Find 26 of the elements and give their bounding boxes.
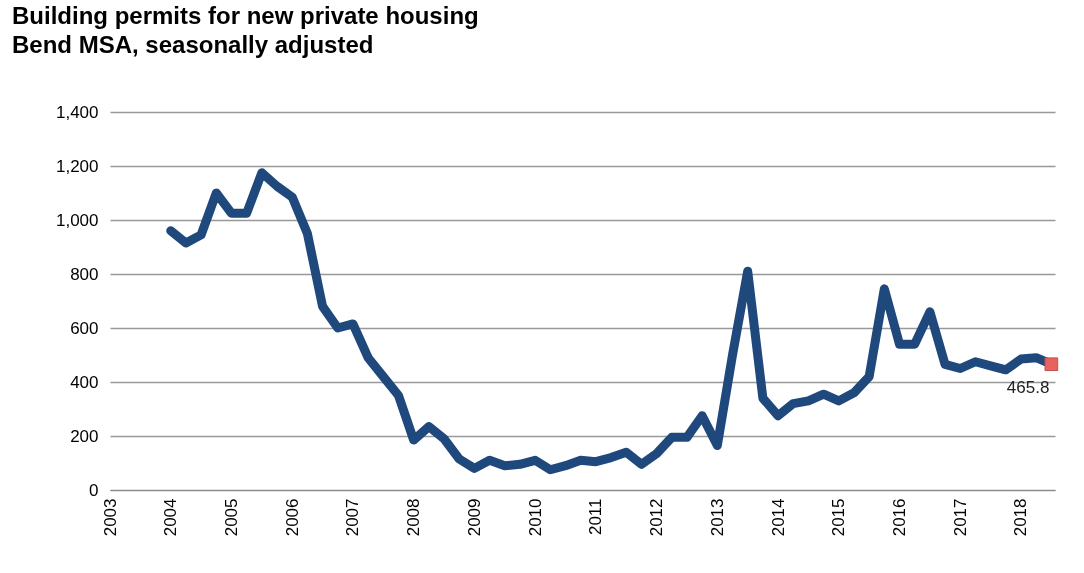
x-tick-label: 2010 [525,498,545,537]
y-tick-label: 0 [89,480,99,500]
x-tick-label: 2012 [647,498,667,537]
y-tick-label: 800 [70,264,99,284]
y-tick-label: 1,400 [55,102,99,122]
x-tick-label: 2007 [343,498,363,537]
y-tick-label: 200 [70,426,99,446]
data-label: 465.8 [1006,378,1050,398]
x-tick-label: 2011 [586,498,606,536]
x-tick-label: 2005 [221,498,241,537]
x-tick-label: 2009 [464,498,484,537]
x-tick-label: 2015 [829,498,849,537]
y-tick-label: 1,000 [55,210,99,230]
chart-title: Building permits for new private housing Bend MSA, seasonally adjusted [12,2,479,58]
x-tick-label: 2013 [707,498,727,537]
x-tick-label: 2018 [1011,498,1031,537]
x-tick-label: 2017 [950,498,970,537]
x-tick-label: 2016 [890,498,910,537]
y-tick-label: 1,200 [55,156,99,176]
x-tick-label: 2003 [100,498,120,537]
y-tick-label: 600 [70,318,99,338]
x-tick-label: 2014 [768,498,788,537]
y-tick-label: 400 [70,372,99,392]
x-tick-label: 2004 [161,498,181,537]
x-tick-label: 2008 [404,498,424,537]
x-tick-label: 2006 [282,498,302,537]
